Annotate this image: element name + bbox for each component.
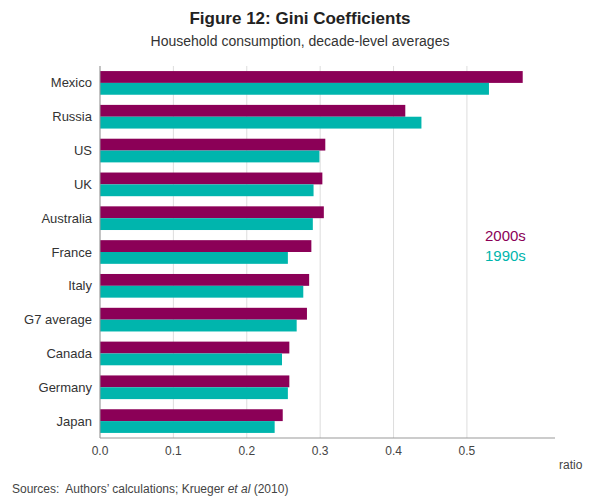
legend: 2000s 1990s [485, 227, 526, 264]
tick-label: 0.1 [165, 444, 182, 458]
category-label: France [52, 245, 92, 260]
grid-line [466, 66, 467, 438]
bar [100, 184, 314, 196]
bar [100, 320, 297, 332]
bar [100, 139, 325, 151]
tick-label: 0.3 [312, 444, 329, 458]
bar [100, 353, 282, 365]
bar [100, 83, 489, 95]
legend-entry: 1990s [485, 247, 526, 264]
footnote-part: (2010) [250, 482, 288, 496]
category-label: Italy [68, 278, 92, 293]
category-label: Mexico [51, 75, 92, 90]
footnote-part: et al [228, 482, 251, 496]
bar [100, 286, 303, 298]
grid [100, 66, 467, 438]
footnote-part: Sources: Authors’ calculations; Krueger [12, 482, 228, 496]
bar [100, 105, 405, 117]
bar [100, 375, 289, 387]
category-label: Germany [39, 380, 93, 395]
grid-line [100, 66, 101, 438]
x-axis-line [100, 438, 555, 439]
bar [100, 206, 324, 218]
category-label: G7 average [24, 312, 92, 327]
category-label: Japan [57, 414, 92, 429]
category-label: Canada [46, 346, 92, 361]
bar [100, 387, 288, 399]
bar [100, 409, 283, 421]
tick-label: 0.5 [459, 444, 476, 458]
bar [100, 218, 313, 230]
bar [100, 151, 319, 163]
axis-label: ratio [559, 458, 583, 472]
bars [100, 71, 523, 433]
bar [100, 240, 311, 252]
tick-label: 0.0 [92, 444, 109, 458]
bar [100, 71, 523, 83]
category-label: Australia [41, 211, 92, 226]
legend-entry: 2000s [485, 227, 526, 244]
y-ticks: Mexico Russia US UK Australia France Italy G7 a… [24, 75, 93, 428]
category-label: Russia [52, 109, 93, 124]
bar [100, 308, 307, 320]
bar [100, 342, 289, 354]
tick-label: 0.2 [238, 444, 255, 458]
chart: Figure 12: Gini Coefficients Household co… [0, 0, 600, 501]
bar [100, 173, 322, 185]
bar [100, 117, 421, 129]
tick-label: 0.4 [385, 444, 402, 458]
bar [100, 252, 288, 264]
title: Figure 12: Gini Coefficients [189, 9, 410, 28]
subtitle: Household consumption, decade-level aver… [151, 33, 450, 49]
bar [100, 421, 275, 433]
category-label: US [74, 143, 92, 158]
x-ticks: 0.0 0.1 0.2 0.3 0.4 0.5 [92, 444, 476, 458]
footnote: Sources: Authors’ calculations; Krueger … [12, 482, 288, 496]
y-axis-line [100, 66, 101, 438]
bar [100, 274, 309, 286]
category-label: UK [74, 177, 92, 192]
